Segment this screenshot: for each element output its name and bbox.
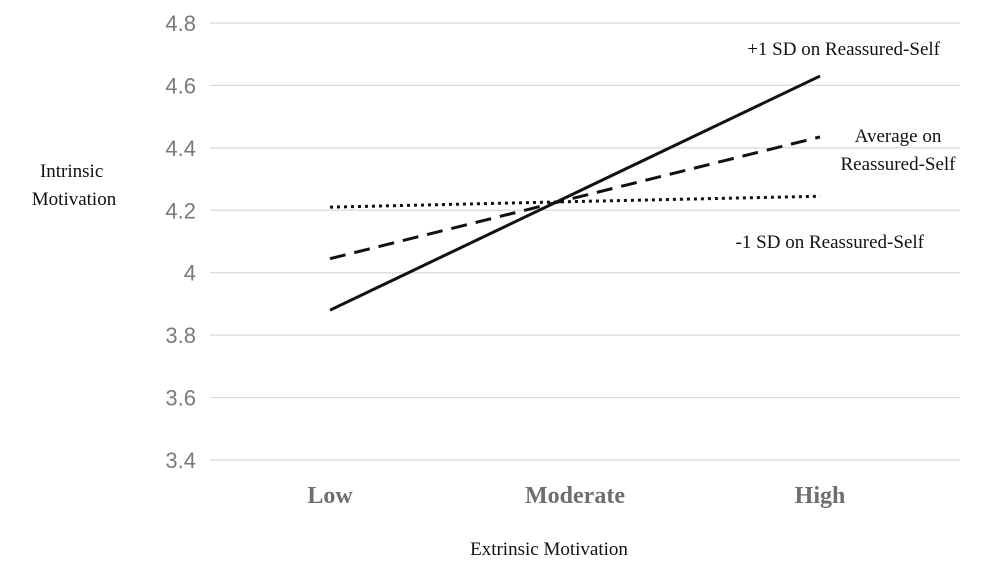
series-label: +1 SD on Reassured-Self	[747, 39, 940, 60]
x-axis-title: Extrinsic Motivation	[470, 539, 628, 560]
y-tick-label: 3.8	[165, 323, 196, 348]
series-label: Average on Reassured-Self	[840, 126, 956, 175]
series-line-solid	[329, 74, 821, 312]
y-tick-label: 4.2	[165, 198, 196, 223]
y-axis-title: Intrinsic Motivation	[32, 161, 117, 210]
x-category-label: High	[795, 483, 846, 509]
x-axis-categories: Low Moderate High	[307, 483, 845, 509]
series-lines	[329, 74, 821, 312]
y-tick-label: 3.6	[165, 386, 196, 411]
series-line-dotted	[329, 194, 821, 209]
y-tick-label: 3.4	[165, 448, 196, 473]
series-labels: +1 SD on Reassured-Self Average on Reassur…	[736, 39, 957, 253]
series-label-line: +1 SD on Reassured-Self	[747, 39, 940, 60]
gridlines	[210, 22, 960, 461]
y-tick-label: 4.4	[165, 136, 196, 161]
series-label: -1 SD on Reassured-Self	[736, 232, 925, 253]
y-tick-label: 4	[184, 261, 196, 286]
series-line-dashed	[329, 135, 821, 261]
x-category-label: Moderate	[525, 483, 625, 509]
series-label-line: Reassured-Self	[840, 154, 956, 175]
x-category-label: Low	[307, 483, 353, 509]
y-axis-title-line-1: Intrinsic	[40, 161, 103, 182]
y-tick-label: 4.6	[165, 73, 196, 98]
series-label-line: Average on	[855, 126, 942, 147]
y-tick-label: 4.8	[165, 11, 196, 36]
y-axis-title-line-2: Motivation	[32, 189, 117, 210]
y-axis-ticks: 3.4 3.6 3.8 4 4.2 4.4 4.6 4.8	[165, 11, 196, 473]
series-label-line: -1 SD on Reassured-Self	[736, 232, 925, 253]
